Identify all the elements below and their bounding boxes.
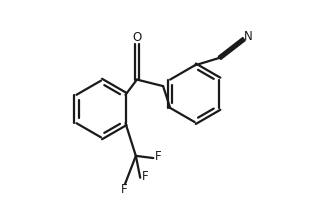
- Text: F: F: [121, 183, 128, 196]
- Text: O: O: [132, 31, 142, 44]
- Text: N: N: [244, 30, 253, 43]
- Text: F: F: [155, 150, 161, 164]
- Text: F: F: [142, 170, 148, 183]
